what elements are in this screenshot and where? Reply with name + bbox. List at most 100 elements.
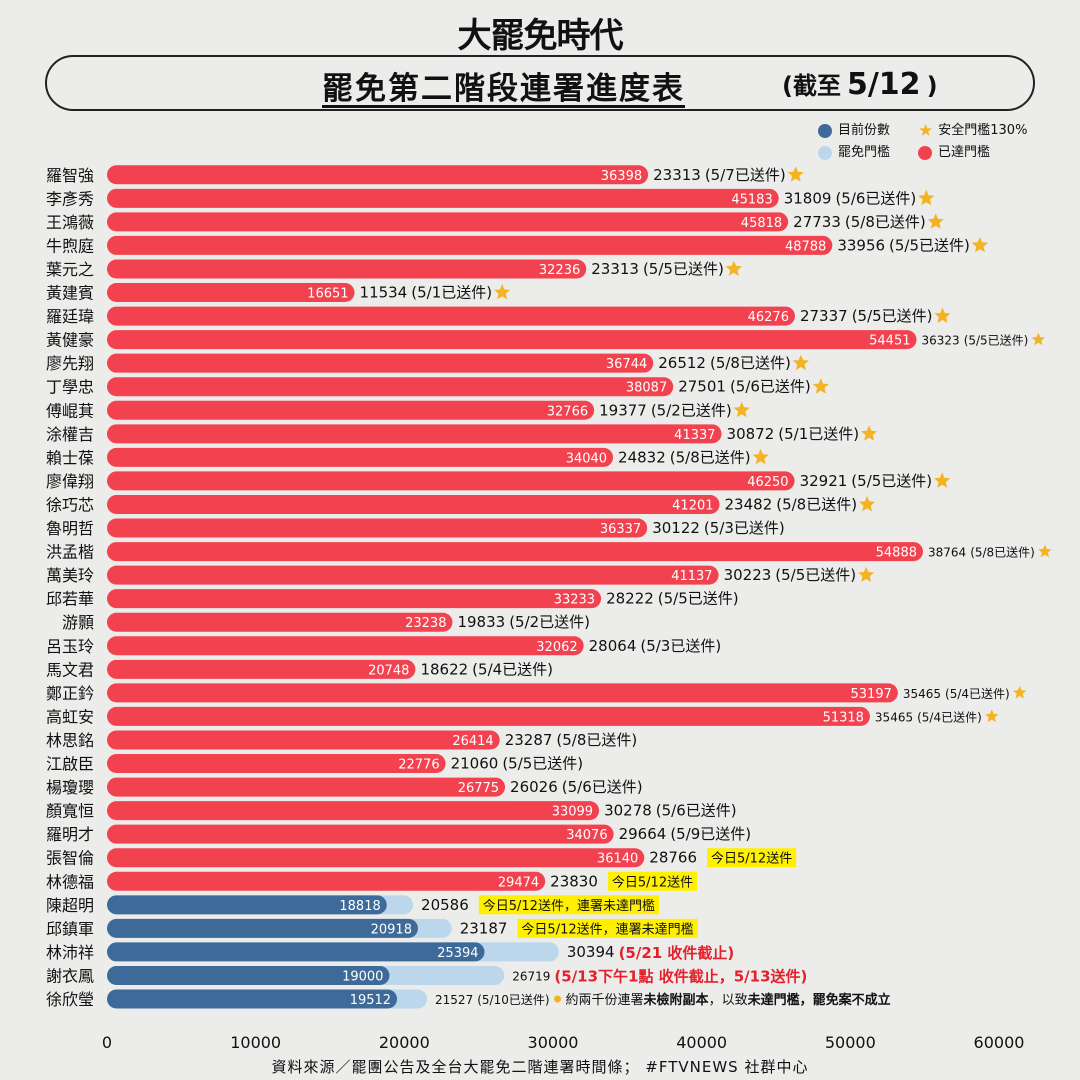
threshold-value-label: 23482 <box>725 495 773 513</box>
current-value-label: 41137 <box>671 569 712 584</box>
current-value-label: 46276 <box>748 310 789 325</box>
threshold-value-label: 36323 <box>922 334 960 348</box>
current-value-label: 32766 <box>547 404 588 419</box>
safe-threshold-star-icon <box>1013 685 1027 699</box>
status-note: (5/8已送件) <box>670 448 751 466</box>
current-bar <box>107 447 614 467</box>
status-note: (5/4已送件) <box>945 686 1010 701</box>
current-bar <box>107 471 795 491</box>
status-note: (5/7已送件) <box>705 166 786 184</box>
current-bar <box>107 754 446 774</box>
current-bar <box>107 965 390 985</box>
current-bar <box>107 165 649 185</box>
note-highlight <box>707 848 797 868</box>
current-value-label: 33099 <box>552 805 593 820</box>
x-tick-label: 10000 <box>230 1033 281 1052</box>
row-name-label: 賴士葆 <box>46 448 94 467</box>
safe-threshold-star-icon <box>985 709 999 723</box>
current-value-label: 20748 <box>368 663 409 678</box>
current-value-label: 23238 <box>405 616 446 631</box>
current-bar <box>107 612 453 632</box>
current-bar <box>107 730 500 750</box>
row-name-label: 王鴻薇 <box>46 213 94 232</box>
row-name-label: 邱鎮軍 <box>46 919 94 938</box>
current-bar <box>107 188 779 208</box>
current-bar <box>107 895 387 915</box>
status-note: (5/21 收件截止) <box>619 944 735 962</box>
current-value-label: 36337 <box>600 522 641 537</box>
safe-threshold-star-icon <box>494 284 511 300</box>
threshold-value-label: 30223 <box>724 566 772 584</box>
current-value-label: 26775 <box>458 781 499 796</box>
safe-threshold-star-icon <box>971 236 988 253</box>
status-note: (5/6已送件) <box>562 778 643 796</box>
current-value-label: 36398 <box>601 169 642 184</box>
note-highlight <box>517 918 698 938</box>
title-frame <box>45 55 1035 111</box>
current-bar <box>107 283 355 303</box>
cutoff-date-value: 5/12 <box>846 67 921 102</box>
note-highlight <box>607 871 698 891</box>
threshold-value-label: 19833 <box>457 613 505 631</box>
page-title: 罷免第二階段連署進度表 <box>322 71 685 107</box>
row-name-label: 徐欣瑩 <box>46 990 94 1009</box>
current-value-label: 32062 <box>536 640 577 655</box>
threshold-value-label: 35465 <box>875 710 913 724</box>
row-name-label: 丁學忠 <box>46 378 94 397</box>
legend-threshold: 罷免門檻 <box>818 142 918 164</box>
brand-logo: 大罷免時代 <box>457 16 624 56</box>
x-tick-label: 20000 <box>379 1033 430 1052</box>
safe-threshold-star-icon <box>792 354 809 371</box>
x-tick-label: 0 <box>102 1033 112 1052</box>
x-tick-label: 30000 <box>528 1033 579 1052</box>
current-bar <box>107 824 614 844</box>
legend-row-2: 罷免門檻 已達門檻 <box>818 142 1058 164</box>
threshold-value-label: 30872 <box>727 425 775 443</box>
current-value-label: 54888 <box>876 546 917 561</box>
threshold-value-label: 26512 <box>658 354 706 372</box>
current-value-label: 19000 <box>342 969 383 984</box>
threshold-value-label: 33956 <box>837 236 885 254</box>
row-name-label: 邱若華 <box>46 590 94 609</box>
row-name-label: 徐巧芯 <box>46 495 94 514</box>
safe-threshold-star-icon <box>858 566 875 582</box>
status-note: 今日5/12送件，連署未達門檻 <box>521 921 693 937</box>
threshold-value-label: 21527 <box>435 993 473 1007</box>
current-bar <box>107 636 584 656</box>
current-value-label: 26414 <box>452 734 493 749</box>
current-value-label: 34076 <box>566 828 607 843</box>
threshold-value-label: 23287 <box>505 731 553 749</box>
legend-safe-label: 安全門檻130% <box>938 123 1028 138</box>
status-note: (5/5已送件) <box>658 590 739 608</box>
current-bar <box>107 589 602 609</box>
row-name-label: 游顥 <box>62 613 94 632</box>
current-value-label: 53197 <box>851 687 892 702</box>
row-name-label: 廖先翔 <box>46 354 94 373</box>
threshold-value-label: 24832 <box>618 448 666 466</box>
status-note: (5/5已送件) <box>775 566 856 584</box>
star-icon: ★ <box>918 121 934 141</box>
status-note: (5/1已送件) <box>778 425 859 443</box>
status-note: 今日5/12送件 <box>711 851 792 867</box>
threshold-value-label: 28766 <box>649 849 697 867</box>
safe-threshold-star-icon <box>918 189 935 206</box>
row-name-label: 黃建賓 <box>46 284 94 303</box>
current-value-label: 33233 <box>554 593 595 608</box>
status-note: (5/8已送件) <box>710 354 791 372</box>
current-bar <box>107 306 795 326</box>
current-bar <box>107 918 418 938</box>
x-tick-label: 40000 <box>676 1033 727 1052</box>
row-name-label: 張智倫 <box>46 849 94 868</box>
current-value-label: 46250 <box>747 475 788 490</box>
threshold-value-label: 27501 <box>678 378 726 396</box>
row-name-label: 高虹安 <box>46 707 94 726</box>
status-note: (5/4已送件) <box>917 709 982 724</box>
current-bar <box>107 400 595 420</box>
current-bar <box>107 259 587 279</box>
threshold-value-label: 20586 <box>421 896 469 914</box>
row-name-label: 馬文君 <box>46 660 94 679</box>
status-note: (5/5已送件) <box>889 236 970 254</box>
note-highlight <box>478 895 659 915</box>
extra-note-part: 未檢附副本 <box>643 992 709 1008</box>
current-value-label: 19512 <box>350 993 391 1008</box>
